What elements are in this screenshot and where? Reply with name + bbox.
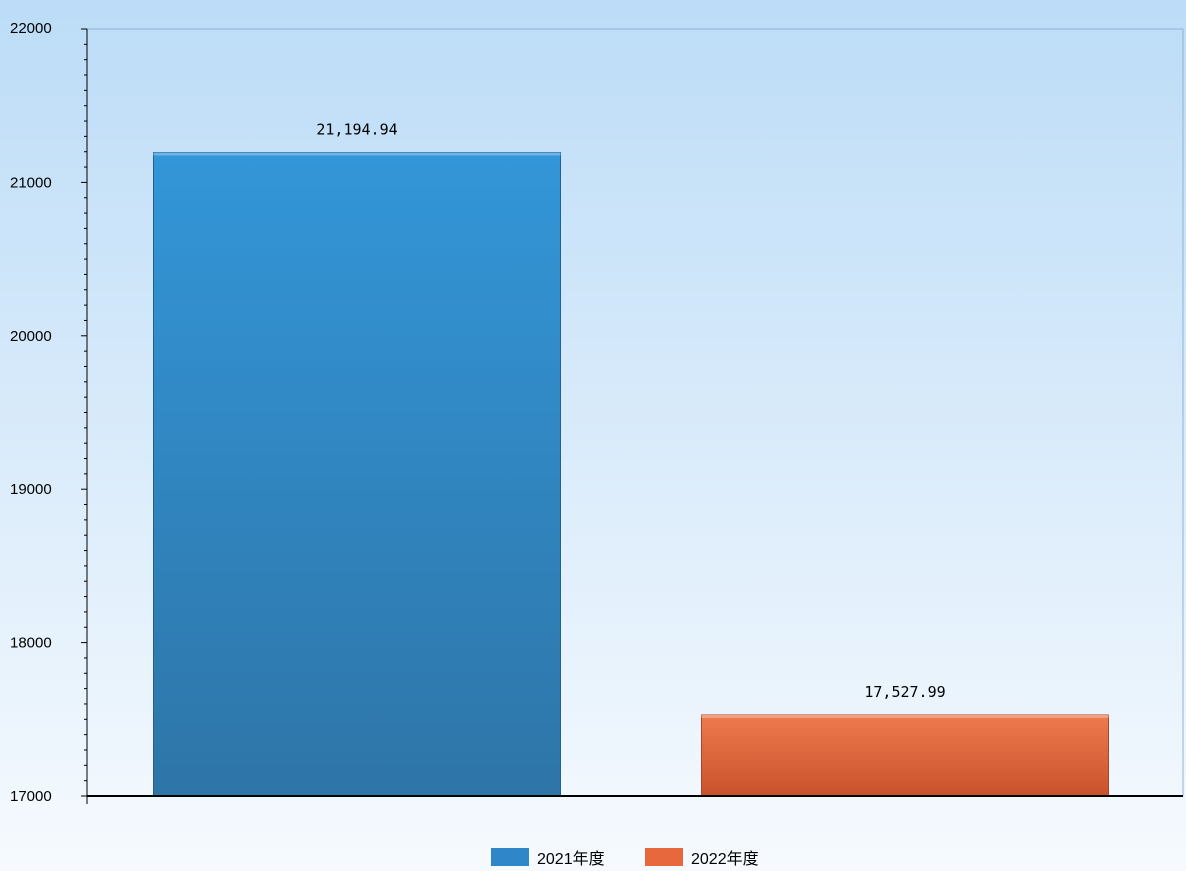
bar-highlight <box>701 715 1109 719</box>
y-tick-label: 19000 <box>10 481 52 498</box>
bar-highlight <box>153 152 561 156</box>
bar-2022 <box>701 714 1109 797</box>
legend-label-2022: 2022年度 <box>691 850 759 868</box>
legend: 2021年度 2022年度 <box>491 848 759 868</box>
data-labels: 21,194.94 17,527.99 <box>316 120 945 701</box>
bar-2021 <box>153 151 561 797</box>
y-tick-label: 22000 <box>10 20 52 37</box>
legend-swatch-2022 <box>645 848 683 866</box>
y-axis: 17000 18000 19000 20000 21000 22000 <box>10 20 87 805</box>
bar-value-label: 21,194.94 <box>316 120 397 138</box>
legend-label-2021: 2021年度 <box>537 850 605 868</box>
y-tick-label: 18000 <box>10 635 52 652</box>
legend-swatch-2021 <box>491 848 529 866</box>
y-tick-label: 21000 <box>10 174 52 191</box>
y-tick-label: 17000 <box>10 788 52 805</box>
y-tick-label: 20000 <box>10 328 52 345</box>
bars <box>153 151 1109 797</box>
bar-value-label: 17,527.99 <box>864 683 945 701</box>
